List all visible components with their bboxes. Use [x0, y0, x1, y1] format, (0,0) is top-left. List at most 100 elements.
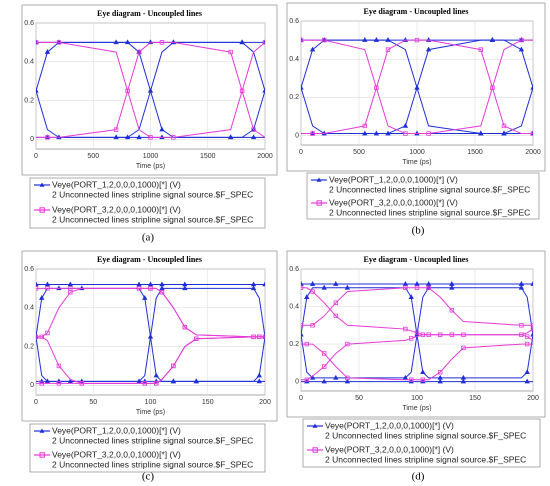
marker	[159, 290, 165, 295]
marker	[414, 37, 420, 43]
traces	[301, 280, 533, 384]
marker	[525, 334, 530, 339]
marker	[385, 37, 391, 42]
marker	[136, 378, 142, 384]
legend-marker	[39, 182, 45, 187]
marker	[519, 323, 524, 328]
legend-description: 2 Unconnected lines stripline signal sou…	[52, 189, 253, 199]
marker	[113, 127, 119, 132]
marker	[460, 374, 467, 380]
marker	[159, 126, 165, 132]
marker	[56, 381, 62, 386]
marker	[460, 378, 467, 384]
marker	[262, 40, 265, 45]
marker	[478, 130, 484, 136]
legend-marker	[316, 177, 322, 182]
eye-panel: Eye diagram - Uncoupled lines 0 0.2 0.4 0.6 0…	[286, 250, 546, 483]
eye-trace	[301, 39, 533, 135]
marker	[373, 130, 380, 136]
marker	[256, 378, 262, 384]
legend-marker	[316, 200, 322, 206]
chart-title: Eye diagram - Uncoupled lines	[364, 255, 469, 264]
eye-panel: Eye diagram - Uncoupled lines 0 0.2 0.4 0.6 0…	[21, 250, 278, 483]
marker	[362, 37, 368, 42]
marker	[304, 294, 310, 299]
legend-label: Veye(PORT_1,2,0,0,0,1000)[*] (V)	[329, 174, 458, 184]
marker	[136, 134, 142, 140]
marker	[414, 285, 420, 290]
panel-caption: (b)	[412, 225, 425, 237]
marker	[402, 280, 409, 286]
marker	[530, 323, 533, 328]
marker	[257, 334, 262, 340]
marker	[310, 131, 315, 136]
marker	[426, 285, 431, 290]
marker	[125, 88, 130, 94]
marker	[304, 341, 309, 347]
marker	[154, 381, 159, 386]
marker	[194, 336, 199, 341]
legend-marker	[39, 452, 45, 458]
legend-description: 2 Unconnected lines stripline signal sou…	[52, 214, 253, 224]
y-tick-label: 0.6	[24, 20, 34, 27]
marker	[250, 285, 257, 291]
marker	[36, 281, 39, 287]
marker	[171, 135, 176, 140]
y-tick-label: 0.6	[289, 18, 299, 25]
x-tick-label: 100	[411, 395, 423, 402]
marker	[333, 313, 338, 319]
marker	[362, 123, 367, 129]
x-tick-label: 100	[145, 399, 157, 406]
legend-label: Veye(PORT_3,2,0,0,0,1000)[*] (V)	[52, 204, 181, 214]
marker	[530, 84, 533, 90]
legend-marker	[312, 423, 318, 428]
marker	[344, 284, 351, 290]
legend-box	[306, 172, 540, 220]
marker	[44, 49, 51, 54]
marker	[437, 332, 443, 337]
marker	[420, 369, 426, 375]
x-tick-label: 50	[355, 395, 363, 402]
x-tick-label: 500	[353, 149, 365, 156]
marker	[408, 377, 414, 382]
marker	[333, 374, 339, 380]
marker	[136, 286, 142, 291]
marker	[142, 295, 148, 300]
marker	[385, 47, 391, 52]
marker	[171, 363, 176, 369]
legend-label: Veye(PORT_1,2,0,0,0,1000)[*] (V)	[325, 420, 454, 430]
marker	[182, 285, 188, 291]
x-tick-label: 500	[87, 153, 99, 160]
marker	[420, 377, 425, 382]
eye-trace	[36, 41, 265, 138]
eye-panel: Eye diagram - Uncoupled lines 0 0.2 0.4 0.6 0…	[21, 4, 278, 244]
marker	[478, 47, 483, 52]
marker	[301, 280, 304, 286]
x-tick-label: 1500	[467, 149, 483, 156]
marker	[301, 37, 304, 43]
eye-trace	[36, 287, 265, 338]
marker	[227, 134, 234, 140]
marker	[501, 130, 507, 136]
marker	[250, 134, 257, 140]
marker	[239, 88, 245, 94]
legend-label: Veye(PORT_3,2,0,0,0,1000)[*] (V)	[325, 444, 454, 454]
marker	[68, 286, 73, 291]
marker	[79, 381, 84, 386]
marker	[148, 286, 153, 291]
eye-trace	[301, 39, 533, 135]
legend-marker	[39, 207, 45, 213]
marker	[501, 123, 507, 129]
chart-title: Eye diagram - Uncoupled lines	[364, 7, 469, 16]
marker	[402, 122, 409, 128]
marker	[44, 281, 51, 287]
marker	[256, 372, 262, 378]
marker	[344, 378, 351, 384]
marker	[45, 135, 50, 140]
y-tick-label: 0.4	[289, 303, 299, 310]
marker	[153, 372, 159, 378]
legend-description: 2 Unconnected lines stripline signal sou…	[325, 430, 526, 440]
legend-label: Veye(PORT_3,2,0,0,0,1000)[*] (V)	[329, 197, 458, 207]
marker	[39, 334, 44, 340]
marker	[489, 37, 496, 42]
